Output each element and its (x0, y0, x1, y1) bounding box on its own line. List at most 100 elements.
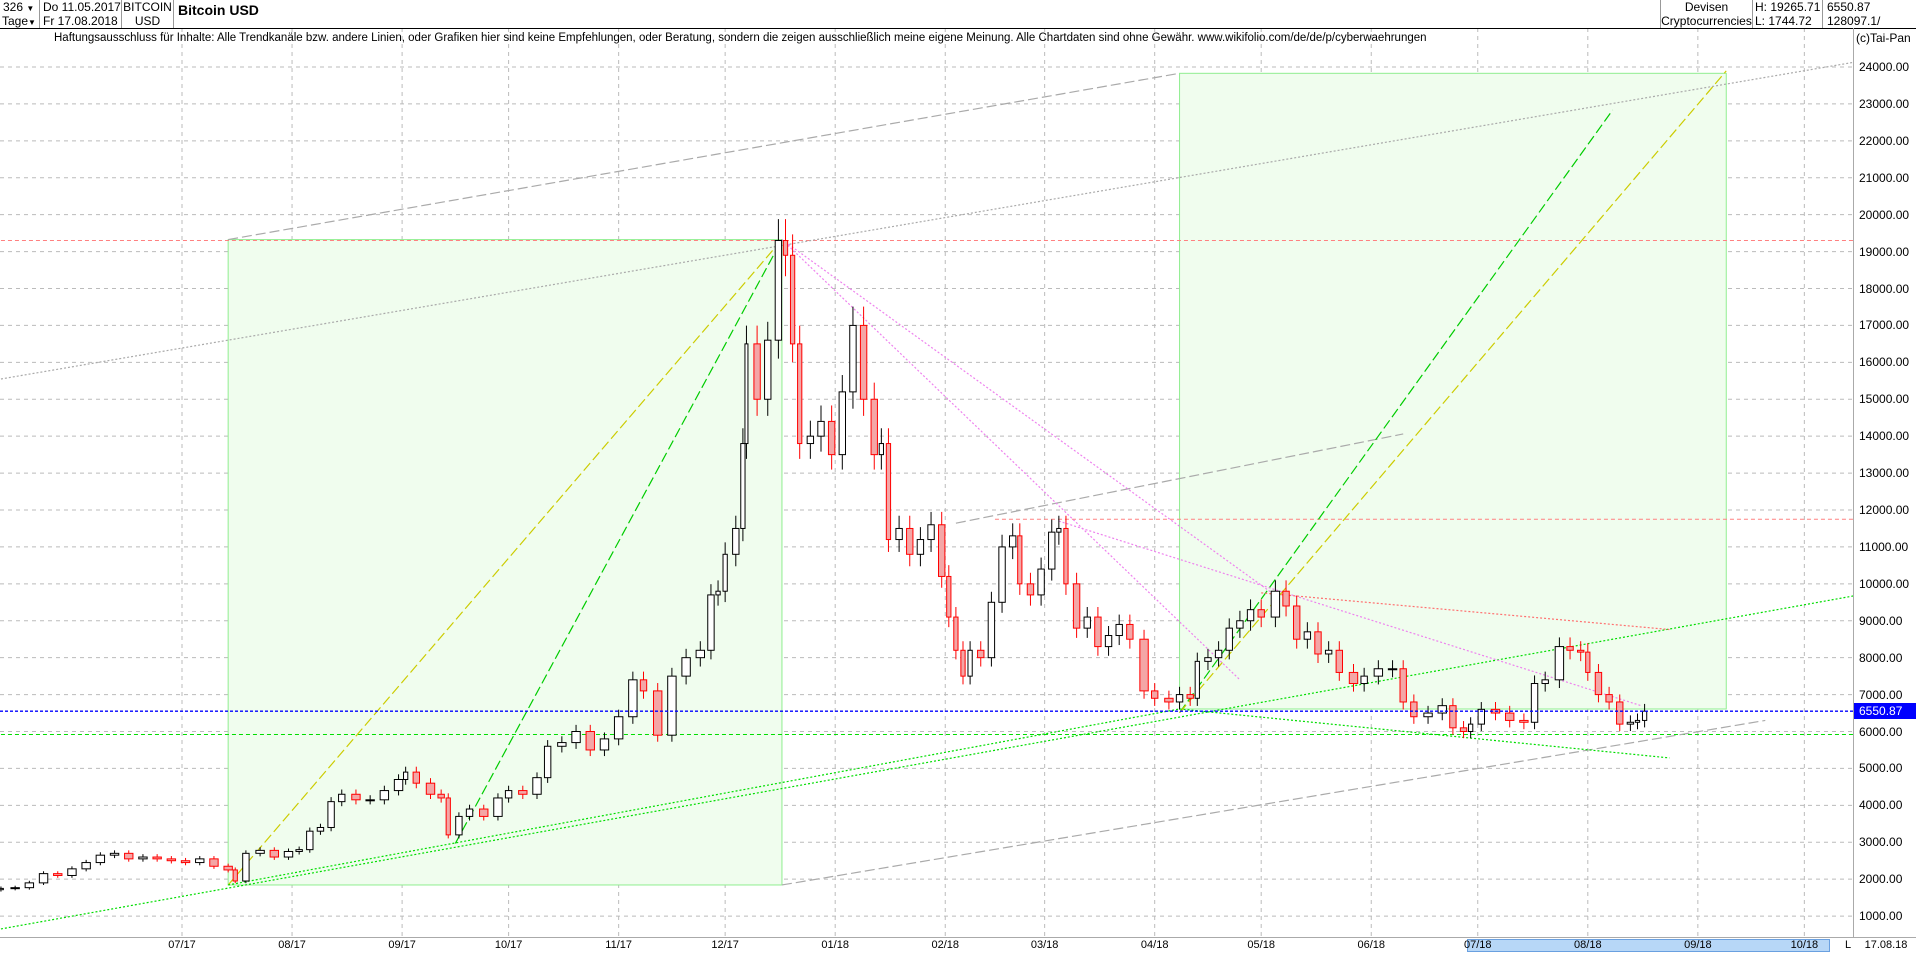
candle-body (412, 771, 420, 784)
candle-body (859, 324, 868, 400)
price-tick-label: 8000.00 (1859, 650, 1903, 665)
candle (1616, 694, 1624, 731)
trend-line (227, 239, 783, 886)
candle (479, 804, 489, 821)
candle (1314, 622, 1322, 663)
symbol: BITCOIN USD (122, 0, 174, 28)
candle-body (209, 858, 219, 867)
candle-body (24, 882, 35, 889)
candle (927, 511, 935, 552)
price-axis[interactable] (1853, 28, 1916, 952)
date-range-highlight[interactable] (1467, 939, 1830, 952)
candle-body (1186, 694, 1194, 699)
date-from[interactable]: Do 11.05.2017 (43, 0, 121, 14)
candle-body (1257, 609, 1265, 618)
price-tick-label: 6000.00 (1859, 724, 1903, 739)
price-tick-label: 24000.00 (1859, 60, 1910, 74)
price-tick-label: 10000.00 (1859, 576, 1910, 591)
high-low: H: 19265.71 L: 1744.72 (1753, 0, 1823, 28)
trend-line (1261, 592, 1670, 631)
price-tick-label: 3000.00 (1859, 835, 1903, 850)
trend-line (1058, 520, 1642, 707)
candle-body (180, 860, 191, 864)
candle (1437, 698, 1447, 721)
candle (722, 542, 728, 603)
scale-marker[interactable]: L (1844, 939, 1852, 951)
candle-body (223, 865, 233, 871)
candle-body (557, 742, 567, 747)
candle-body (1566, 646, 1574, 651)
trend-line (0, 61, 1853, 380)
candle-body (1063, 527, 1069, 585)
date-range[interactable]: Do 11.05.2017 Fr 17.08.2018 (40, 0, 122, 28)
candle (1303, 622, 1312, 649)
candle (53, 871, 63, 878)
candle (1449, 698, 1457, 735)
candle-body (67, 868, 77, 876)
candle-body (166, 858, 177, 862)
candle-body (764, 339, 772, 400)
candle (953, 606, 959, 660)
last-values: 6550.87 128097.1/ (1823, 0, 1916, 28)
trend-line (0, 595, 1853, 930)
candle (1387, 660, 1398, 678)
candle-body (732, 527, 740, 555)
price-tick-label: 11000.00 (1859, 539, 1909, 554)
candle (707, 584, 715, 660)
candle (295, 846, 303, 855)
trend-line (781, 239, 1241, 681)
candle-body (242, 852, 250, 882)
candle-body (789, 254, 796, 345)
candle-body (1577, 649, 1585, 653)
date-tick-label: 07/18 (1463, 939, 1492, 951)
candle (1186, 686, 1194, 706)
candle (1115, 614, 1123, 646)
trend-line (228, 708, 1180, 886)
candle-body (152, 856, 162, 860)
count-selector[interactable]: 326 ▼ Tage▼ (0, 0, 40, 28)
candle (1026, 572, 1035, 606)
candle (1246, 599, 1255, 631)
price-tick-label: 22000.00 (1859, 133, 1910, 148)
candle (732, 515, 740, 567)
candle (667, 667, 677, 742)
candle-body (906, 527, 914, 555)
price-tick-label: 14000.00 (1859, 429, 1910, 444)
candle (613, 709, 624, 746)
candle (504, 785, 513, 803)
candle (38, 871, 49, 885)
candle-body (740, 443, 746, 529)
candle-body (1083, 616, 1091, 629)
candle (1175, 686, 1184, 710)
candle-body (1519, 719, 1529, 723)
candle-body (838, 391, 846, 456)
candle (967, 641, 973, 685)
candle (1104, 625, 1113, 656)
candle-body (1126, 623, 1134, 640)
trend-line (781, 239, 1273, 594)
candle (1577, 641, 1585, 662)
candle (838, 375, 846, 470)
candle-body (1314, 631, 1322, 655)
candle-body (722, 553, 728, 592)
date-to[interactable]: Fr 17.08.2018 (43, 14, 118, 28)
candle (870, 382, 878, 470)
date-axis[interactable]: 07/17 08/17 09/17 10/17 11/17 12/17 01/18 02/18… (0, 937, 1916, 953)
candle-body (938, 524, 946, 577)
candle (1214, 641, 1223, 667)
candle (166, 856, 177, 864)
candle (1641, 703, 1648, 728)
period-selector[interactable]: Tage▼ (0, 14, 39, 28)
candle-body (599, 738, 610, 751)
price-tick-label: 1000.00 (1859, 909, 1903, 924)
candle-body (53, 873, 63, 876)
category: Devisen Cryptocurrencies (1660, 0, 1753, 28)
candle-body (493, 797, 503, 817)
candle (885, 428, 892, 552)
candle (774, 219, 783, 359)
candle (1585, 643, 1591, 681)
candle-body (613, 716, 624, 740)
price-tick-label: 23000.00 (1859, 96, 1910, 111)
candle-body (1104, 635, 1113, 648)
